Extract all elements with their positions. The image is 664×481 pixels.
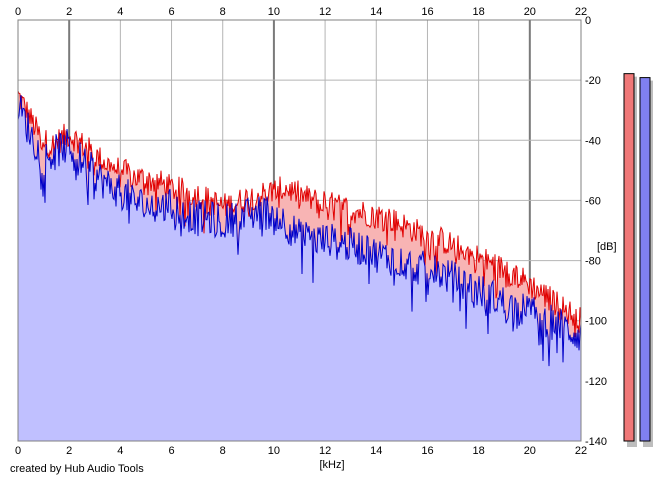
x-tick-label-top: 2 bbox=[66, 6, 72, 18]
x-tick-label-bottom: 20 bbox=[524, 445, 536, 457]
x-tick-label-top: 12 bbox=[319, 6, 331, 18]
x-tick-labels-bottom: 0 2 4 6 8 10 12 14 16 18 20 22 bbox=[15, 445, 587, 457]
y-tick-label: -140 bbox=[585, 436, 607, 448]
y-tick-label: -20 bbox=[585, 75, 601, 87]
y-tick-label: 0 bbox=[585, 15, 591, 27]
x-axis-label: [kHz] bbox=[319, 459, 344, 471]
x-tick-label-top: 0 bbox=[15, 6, 21, 18]
x-tick-label-top: 22 bbox=[575, 6, 587, 18]
spectrum-lines bbox=[17, 90, 582, 367]
x-tick-label-bottom: 10 bbox=[268, 445, 280, 457]
y-tick-label: -100 bbox=[585, 316, 607, 328]
x-tick-label-top: 8 bbox=[220, 6, 226, 18]
x-tick-label-bottom: 18 bbox=[473, 445, 485, 457]
x-tick-label-top: 14 bbox=[370, 6, 382, 18]
x-tick-label-bottom: 6 bbox=[168, 445, 174, 457]
x-tick-label-bottom: 14 bbox=[370, 445, 382, 457]
blue-series-area bbox=[18, 95, 581, 441]
y-tick-label: -120 bbox=[585, 376, 607, 388]
plot-border bbox=[17, 19, 582, 442]
level-meters bbox=[623, 73, 653, 448]
red-series-line bbox=[17, 90, 582, 338]
credit-text: created by Hub Audio Tools bbox=[10, 463, 144, 475]
x-tick-label-bottom: 2 bbox=[66, 445, 72, 457]
x-tick-label-top: 4 bbox=[117, 6, 123, 18]
x-tick-label-bottom: 16 bbox=[421, 445, 433, 457]
spectrum-fills bbox=[18, 91, 581, 441]
x-tick-label-top: 20 bbox=[524, 6, 536, 18]
x-tick-label-top: 10 bbox=[268, 6, 280, 18]
y-tick-label: -80 bbox=[585, 256, 601, 268]
x-tick-labels-top: 0 2 4 6 8 10 12 14 16 18 20 22 bbox=[15, 6, 587, 18]
x-tick-label-bottom: 0 bbox=[15, 445, 21, 457]
y-tick-label: -60 bbox=[585, 195, 601, 207]
y-tick-label: -40 bbox=[585, 135, 601, 147]
x-tick-label-top: 6 bbox=[168, 6, 174, 18]
blue-series-line bbox=[17, 95, 582, 367]
x-tick-label-bottom: 12 bbox=[319, 445, 331, 457]
x-tick-label-bottom: 22 bbox=[575, 445, 587, 457]
level-meter-red bbox=[623, 73, 635, 442]
level-meter-blue bbox=[639, 77, 651, 442]
y-tick-labels: 0 -20 -40 -60 -80 -100 -120 -140 bbox=[585, 15, 607, 448]
x-tick-label-top: 16 bbox=[421, 6, 433, 18]
x-tick-label-bottom: 8 bbox=[220, 445, 226, 457]
y-axis-label: [dB] bbox=[597, 241, 617, 253]
x-tick-label-top: 18 bbox=[473, 6, 485, 18]
x-tick-label-bottom: 4 bbox=[117, 445, 123, 457]
